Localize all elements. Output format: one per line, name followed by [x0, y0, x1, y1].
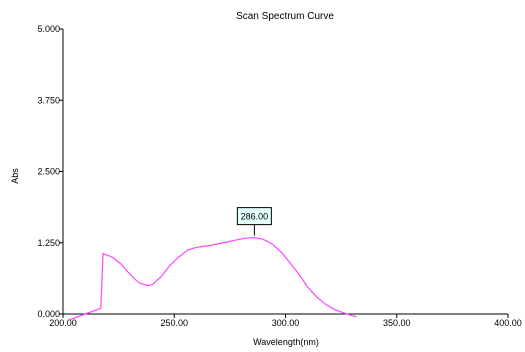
y-tick-label: 3.750 [37, 95, 60, 105]
peak-label-box [236, 207, 272, 226]
x-axis-label: Wavelength(nm) [253, 337, 319, 347]
y-tick-label: 1.250 [37, 238, 60, 248]
chart-title: Scan Spectrum Curve [236, 11, 334, 22]
annotations: 286.00 [236, 207, 272, 236]
plot-area [69, 237, 357, 321]
x-tick-label: 200.00 [49, 318, 77, 328]
y-axis-label: Abs [10, 168, 20, 184]
x-tick-label: 250.00 [160, 318, 188, 328]
axes: 0.000 1.250 2.500 3.750 5.000 200.00 250.00 300… [37, 24, 521, 328]
y-tick-label: 2.500 [37, 167, 60, 177]
y-tick-label: 0.000 [37, 309, 60, 319]
spectrum-series-line [69, 237, 357, 321]
x-tick-label: 350.00 [383, 318, 411, 328]
peak-label: 286.00 [241, 212, 269, 222]
x-tick-label: 400.00 [494, 318, 522, 328]
y-tick-label: 5.000 [37, 24, 60, 34]
x-tick-label: 300.00 [272, 318, 300, 328]
